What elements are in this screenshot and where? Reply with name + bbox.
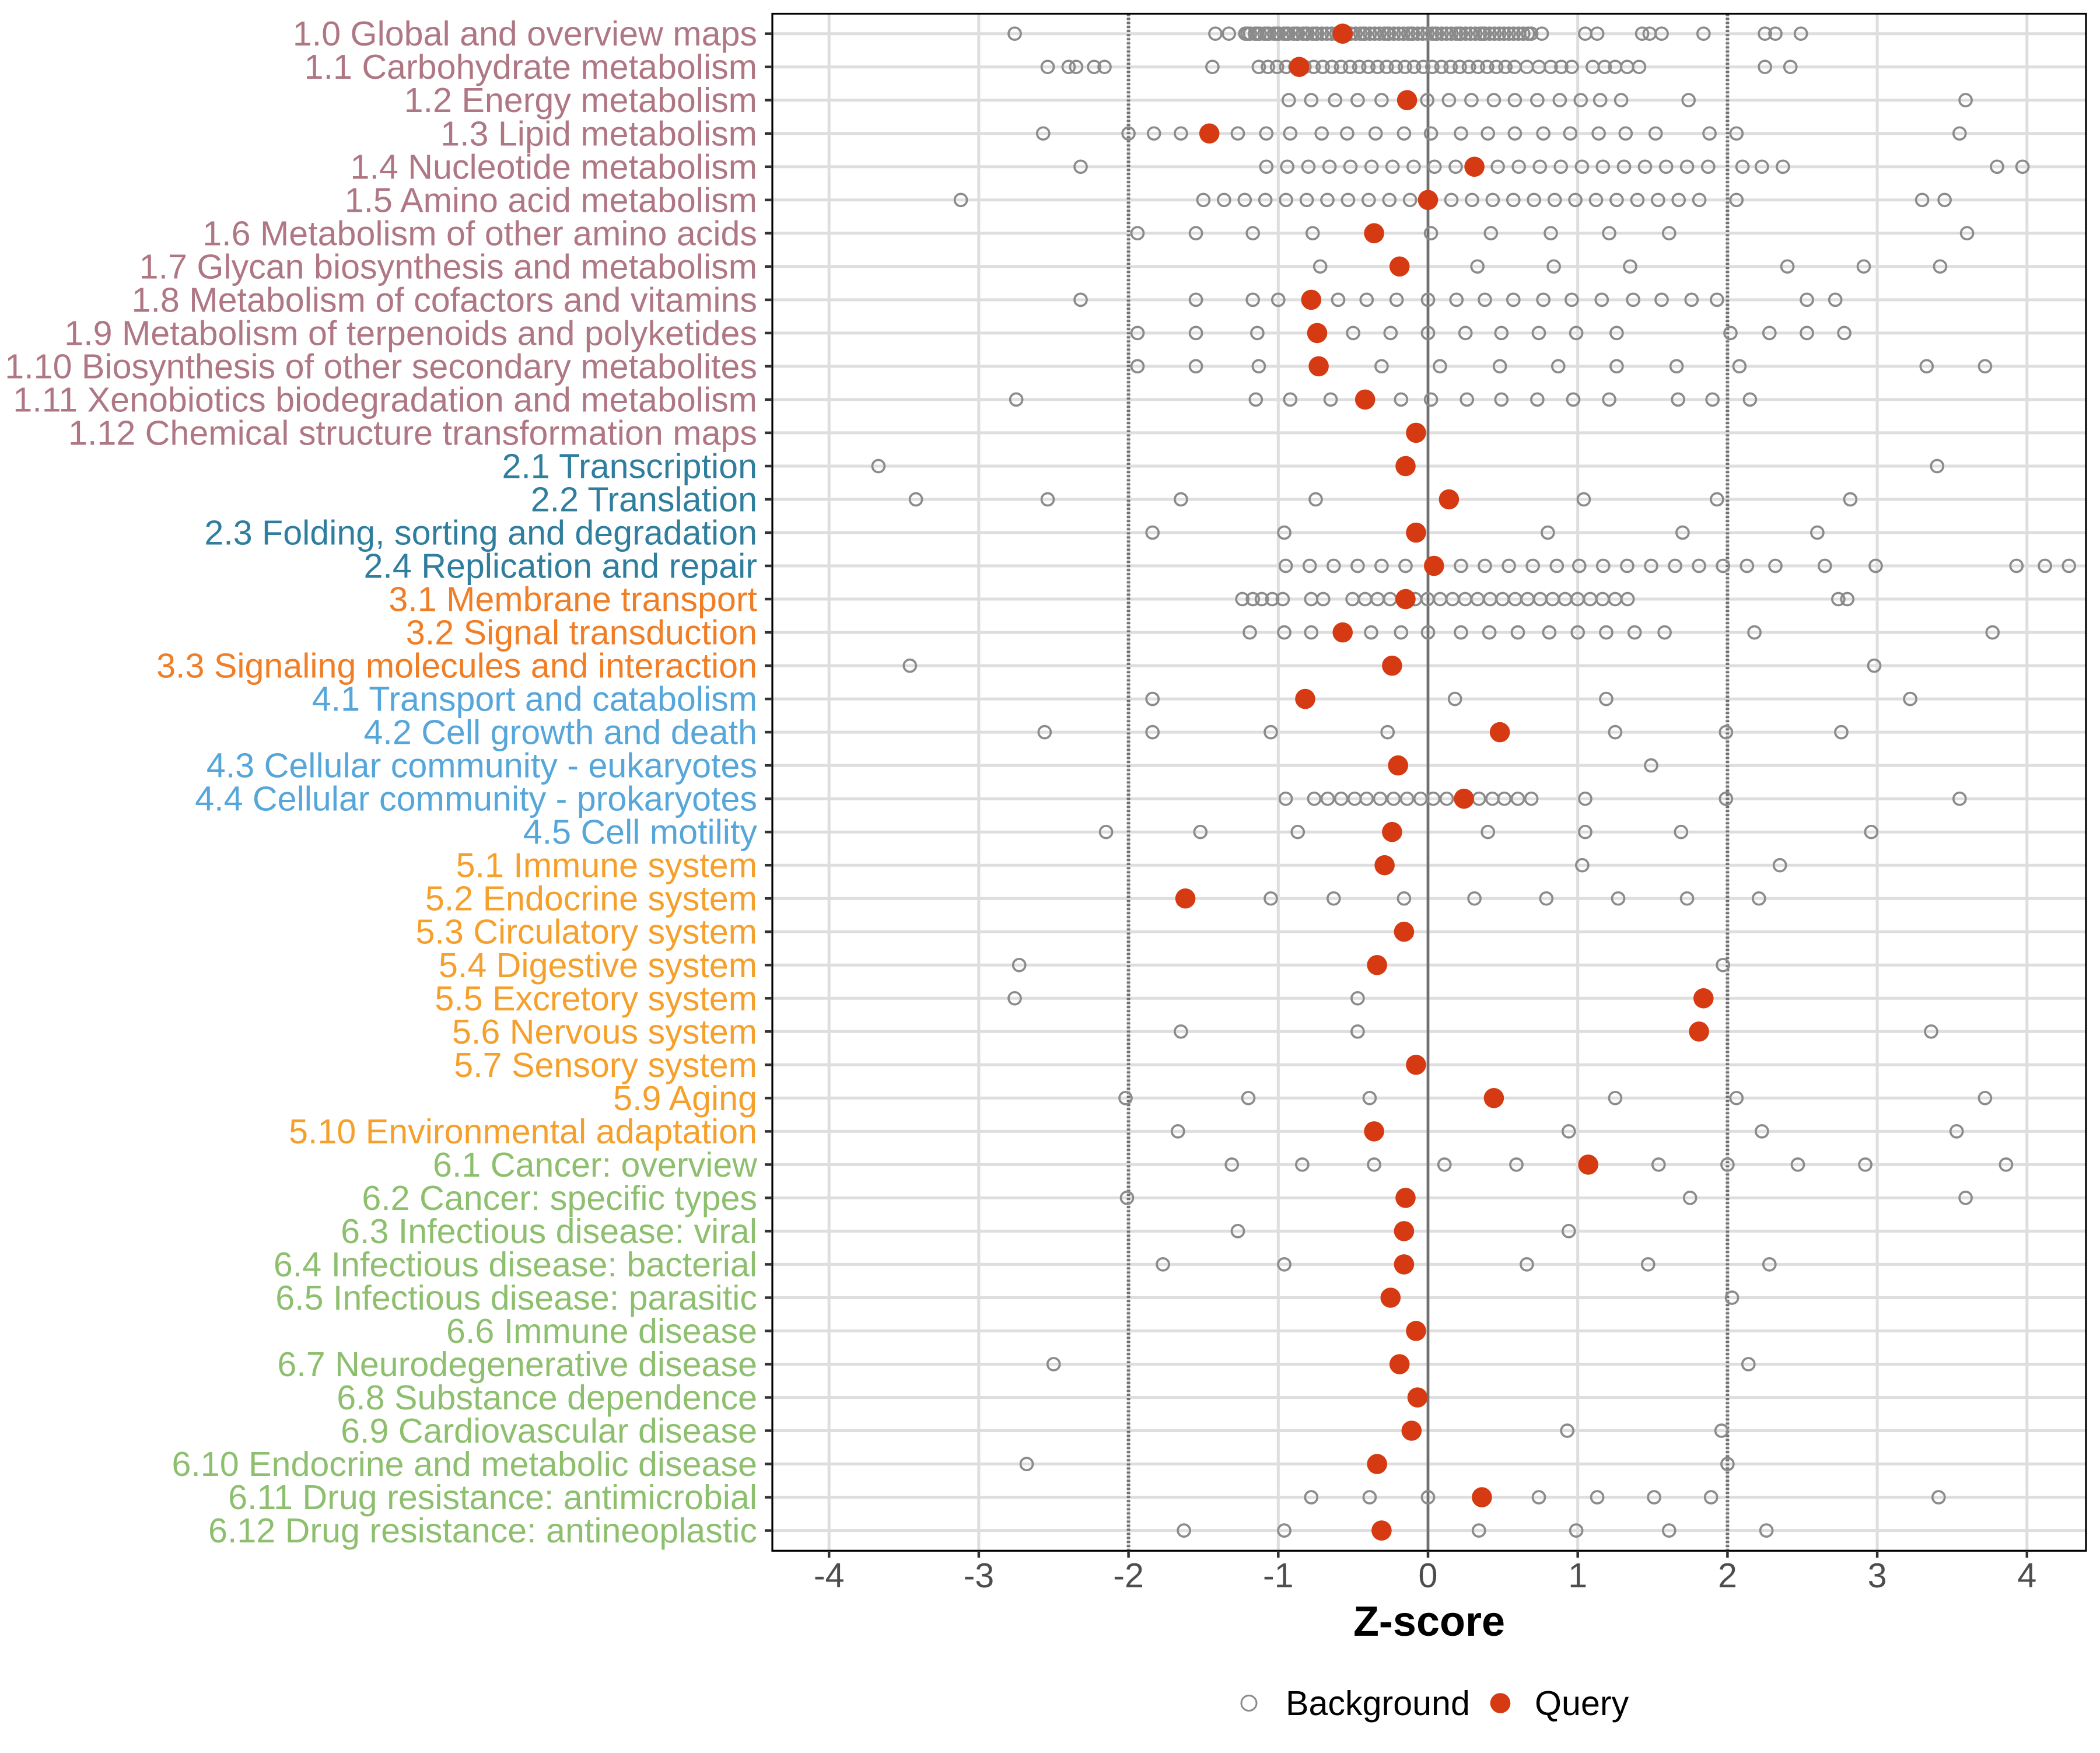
svg-text:2.1 Transcription: 2.1 Transcription	[502, 447, 757, 486]
svg-text:1.10 Biosynthesis of other sec: 1.10 Biosynthesis of other secondary met…	[5, 347, 757, 386]
svg-text:Z-score: Z-score	[1353, 1598, 1505, 1645]
svg-text:2.3 Folding, sorting and degra: 2.3 Folding, sorting and degradation	[204, 513, 757, 552]
svg-text:3: 3	[1868, 1556, 1887, 1595]
svg-text:1: 1	[1568, 1556, 1587, 1595]
svg-text:6.3 Infectious disease: viral: 6.3 Infectious disease: viral	[341, 1212, 757, 1251]
svg-text:5.10 Environmental adaptation: 5.10 Environmental adaptation	[289, 1112, 757, 1151]
svg-text:5.4 Digestive system: 5.4 Digestive system	[439, 946, 757, 985]
svg-text:-4: -4	[814, 1556, 845, 1595]
svg-text:0: 0	[1419, 1556, 1438, 1595]
svg-text:5.9 Aging: 5.9 Aging	[613, 1079, 757, 1118]
svg-text:6.5 Infectious disease: parasi: 6.5 Infectious disease: parasitic	[275, 1278, 757, 1317]
svg-text:1.1 Carbohydrate metabolism: 1.1 Carbohydrate metabolism	[304, 47, 757, 86]
svg-text:-1: -1	[1263, 1556, 1294, 1595]
svg-text:6.11 Drug resistance: antimicr: 6.11 Drug resistance: antimicrobial	[228, 1478, 757, 1517]
svg-text:1.0 Global and overview maps: 1.0 Global and overview maps	[293, 14, 757, 53]
svg-text:6.8 Substance dependence: 6.8 Substance dependence	[337, 1378, 757, 1417]
svg-text:4.4 Cellular community - proka: 4.4 Cellular community - prokaryotes	[195, 779, 757, 818]
svg-text:6.2 Cancer: specific types: 6.2 Cancer: specific types	[362, 1178, 757, 1217]
svg-text:-3: -3	[964, 1556, 995, 1595]
svg-text:5.3 Circulatory system: 5.3 Circulatory system	[416, 912, 757, 951]
svg-text:6.4 Infectious disease: bacter: 6.4 Infectious disease: bacterial	[274, 1245, 757, 1284]
svg-text:2.2 Translation: 2.2 Translation	[531, 480, 757, 519]
svg-text:1.12 Chemical structure transf: 1.12 Chemical structure transformation m…	[68, 413, 757, 452]
svg-text:6.12 Drug resistance: antineop: 6.12 Drug resistance: antineoplastic	[208, 1511, 757, 1550]
svg-text:Query: Query	[1535, 1684, 1629, 1723]
svg-text:6.9 Cardiovascular disease: 6.9 Cardiovascular disease	[341, 1411, 757, 1450]
svg-text:4.5 Cell motility: 4.5 Cell motility	[523, 813, 758, 852]
svg-text:1.7 Glycan biosynthesis and me: 1.7 Glycan biosynthesis and metabolism	[139, 247, 757, 286]
svg-text:1.2 Energy metabolism: 1.2 Energy metabolism	[404, 81, 757, 120]
svg-text:3.1 Membrane transport: 3.1 Membrane transport	[388, 580, 757, 619]
svg-text:1.8 Metabolism of cofactors an: 1.8 Metabolism of cofactors and vitamins	[132, 280, 757, 319]
svg-text:1.6 Metabolism of other amino: 1.6 Metabolism of other amino acids	[202, 214, 757, 253]
svg-text:1.3 Lipid metabolism: 1.3 Lipid metabolism	[440, 114, 757, 153]
svg-text:2.4 Replication and repair: 2.4 Replication and repair	[363, 547, 757, 586]
svg-text:5.5 Excretory system: 5.5 Excretory system	[435, 979, 757, 1018]
svg-text:6.10 Endocrine and metabolic d: 6.10 Endocrine and metabolic disease	[172, 1444, 757, 1483]
svg-text:-2: -2	[1113, 1556, 1144, 1595]
svg-text:5.6 Nervous system: 5.6 Nervous system	[452, 1012, 757, 1051]
svg-text:5.1 Immune system: 5.1 Immune system	[456, 846, 757, 885]
svg-text:1.9 Metabolism of terpenoids a: 1.9 Metabolism of terpenoids and polyket…	[64, 313, 757, 352]
svg-text:5.7 Sensory system: 5.7 Sensory system	[454, 1045, 757, 1084]
svg-text:Background: Background	[1286, 1684, 1470, 1723]
svg-text:6.1 Cancer: overview: 6.1 Cancer: overview	[433, 1145, 757, 1184]
svg-text:1.11 Xenobiotics biodegradatio: 1.11 Xenobiotics biodegradation and meta…	[13, 380, 757, 419]
svg-text:1.4 Nucleotide metabolism: 1.4 Nucleotide metabolism	[351, 147, 757, 186]
svg-text:4.3 Cellular community - eukar: 4.3 Cellular community - eukaryotes	[206, 746, 757, 785]
svg-text:1.5 Amino acid metabolism: 1.5 Amino acid metabolism	[345, 180, 757, 219]
svg-text:4.2 Cell growth and death: 4.2 Cell growth and death	[363, 713, 757, 752]
svg-text:6.7 Neurodegenerative disease: 6.7 Neurodegenerative disease	[277, 1345, 757, 1384]
svg-text:6.6 Immune disease: 6.6 Immune disease	[446, 1311, 757, 1350]
svg-text:5.2 Endocrine system: 5.2 Endocrine system	[425, 879, 757, 918]
svg-text:3.2 Signal transduction: 3.2 Signal transduction	[406, 613, 757, 652]
svg-text:4: 4	[2017, 1556, 2036, 1595]
svg-text:4.1 Transport and catabolism: 4.1 Transport and catabolism	[312, 680, 757, 719]
svg-text:3.3 Signaling molecules and in: 3.3 Signaling molecules and interaction	[156, 646, 757, 685]
svg-text:2: 2	[1718, 1556, 1737, 1595]
